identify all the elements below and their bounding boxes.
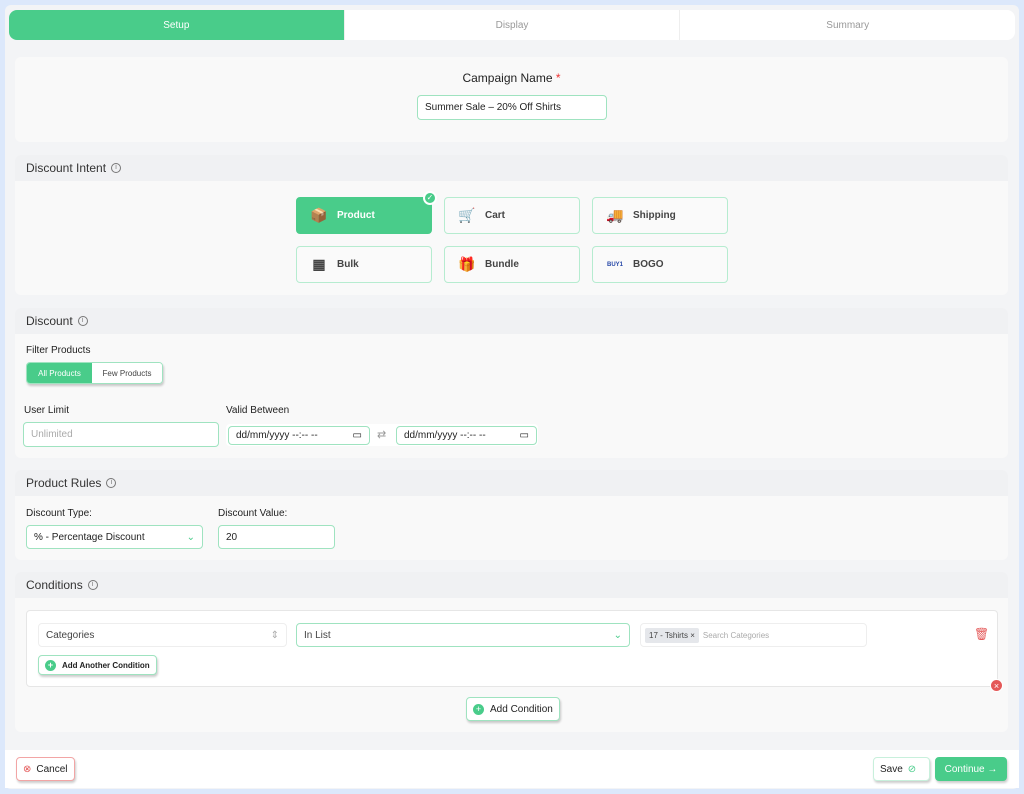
chevron-down-icon: ⌄ [613, 629, 622, 641]
add-another-condition-button[interactable]: + Add Another Condition [38, 655, 157, 675]
intent-options: 📦 Product 🛒 Cart 🚚 Shipping ▦ Bulk 🎁 Bundle BUY1 BO… [296, 197, 728, 283]
sort-arrows-icon: ⇕ [270, 629, 279, 641]
tab-display[interactable]: Display [345, 10, 681, 40]
condition-operator-value: In List [304, 629, 331, 641]
date-placeholder: dd/mm/yyyy --:-- -- [404, 430, 486, 441]
calendar-icon[interactable]: ▭ [352, 430, 362, 441]
all-products-option[interactable]: All Products [27, 363, 92, 383]
condition-field-select[interactable]: Categories ⇕ [38, 623, 287, 647]
valid-between-label: Valid Between [226, 405, 290, 416]
campaign-card: Campaign Name * Summer Sale – 20% Off Sh… [15, 57, 1008, 142]
user-limit-label: User Limit [24, 405, 70, 416]
search-categories-input[interactable]: Search Categories [702, 630, 770, 640]
button-label: Cancel [36, 763, 68, 775]
condition-group: Categories ⇕ In List ⌄ 17 - Tshirts × Sear… [26, 610, 998, 687]
user-limit-input[interactable]: Unlimited [23, 422, 219, 447]
campaign-name-label: Campaign Name * [15, 71, 1008, 85]
discount-value-input[interactable]: 20 [218, 525, 335, 549]
selected-check-icon: ✓ [423, 191, 437, 205]
swap-arrows-icon: ⇄ [377, 429, 387, 441]
remove-group-icon[interactable]: × [990, 679, 1003, 692]
condition-operator-select[interactable]: In List ⌄ [296, 623, 630, 647]
section-header: Product Rules i [15, 470, 1008, 496]
condition-field-value: Categories [46, 629, 95, 641]
intent-option-label: BOGO [633, 259, 664, 270]
package-box-icon: 📦 [310, 207, 328, 223]
intent-option-bogo[interactable]: BUY1 BOGO [592, 246, 728, 283]
delivery-truck-icon: 🚚 [606, 207, 624, 223]
conditions-section: Conditions i Categories ⇕ In List ⌄ 17 - Ts… [15, 572, 1008, 732]
intent-option-label: Bundle [485, 259, 519, 270]
plus-circle-icon: + [473, 703, 484, 715]
few-products-option[interactable]: Few Products [92, 363, 162, 383]
required-marker: * [555, 71, 561, 85]
discount-type-select[interactable]: % - Percentage Discount ⌄ [26, 525, 203, 549]
button-label: Add Another Condition [62, 660, 150, 670]
section-header: Discount Intent i [15, 155, 1008, 181]
intent-option-label: Bulk [337, 259, 359, 270]
save-button[interactable]: Save ⊘ [873, 757, 930, 781]
intent-option-bulk[interactable]: ▦ Bulk [296, 246, 432, 283]
footer-bar: ⊗ Cancel Save ⊘ Continue → [5, 750, 1019, 788]
intent-option-bundle[interactable]: 🎁 Bundle [444, 246, 580, 283]
section-title: Product Rules [26, 476, 102, 490]
remove-tag-icon[interactable]: × [690, 630, 695, 640]
step-tabs: Setup Display Summary [9, 10, 1015, 40]
trash-icon[interactable]: 🗑 [974, 627, 990, 641]
valid-from-input[interactable]: dd/mm/yyyy --:-- -- ▭ [228, 426, 370, 445]
continue-button[interactable]: Continue → [935, 757, 1007, 781]
tab-summary[interactable]: Summary [826, 19, 870, 31]
campaign-name-input[interactable]: Summer Sale – 20% Off Shirts [417, 95, 607, 120]
button-label: Save [880, 763, 903, 775]
cancel-button[interactable]: ⊗ Cancel [16, 757, 75, 781]
campaign-label-text: Campaign Name [462, 71, 553, 85]
chevron-down-icon: ⌄ [186, 531, 195, 543]
add-condition-button[interactable]: + Add Condition [466, 697, 560, 721]
tab-setup[interactable]: Setup [9, 10, 345, 40]
section-title: Conditions [26, 578, 83, 592]
intent-option-product[interactable]: 📦 Product [296, 197, 432, 234]
section-title: Discount Intent [26, 161, 107, 175]
intent-option-shipping[interactable]: 🚚 Shipping [592, 197, 728, 234]
info-icon[interactable]: i [77, 316, 88, 326]
section-header: Conditions i [15, 572, 1008, 598]
shopping-cart-icon: 🛒 [458, 207, 476, 223]
discount-value-label: Discount Value: [218, 508, 288, 519]
cancel-circle-icon: ⊗ [23, 763, 32, 775]
intent-option-label: Product [337, 210, 375, 221]
discount-type-label: Discount Type: [26, 508, 92, 519]
valid-to-input[interactable]: dd/mm/yyyy --:-- -- ▭ [396, 426, 537, 445]
buy-get-one-icon: BUY1 [606, 261, 623, 268]
intent-option-label: Shipping [633, 210, 676, 221]
button-label: Add Condition [490, 703, 553, 715]
category-tag: 17 - Tshirts × [645, 627, 699, 643]
section-header: Discount i [15, 308, 1008, 334]
filter-products-label: Filter Products [26, 345, 91, 356]
plus-circle-icon: + [45, 659, 56, 671]
product-rules-section: Product Rules i Discount Type: % - Percen… [15, 470, 1008, 560]
tag-label: 17 - Tshirts [649, 630, 688, 640]
intent-option-cart[interactable]: 🛒 Cart [444, 197, 580, 234]
discount-section: Discount i Filter Products All Products F… [15, 308, 1008, 458]
filter-products-toggle: All Products Few Products [26, 362, 163, 384]
check-circle-icon: ⊘ [907, 763, 917, 775]
date-placeholder: dd/mm/yyyy --:-- -- [236, 430, 318, 441]
info-icon[interactable]: i [111, 163, 122, 173]
intent-option-label: Cart [485, 210, 506, 221]
info-icon[interactable]: i [106, 478, 117, 488]
discount-intent-section: Discount Intent i 📦 Product 🛒 Cart 🚚 Shipping ▦… [15, 155, 1008, 295]
section-title: Discount [26, 314, 73, 328]
calendar-icon[interactable]: ▭ [519, 430, 529, 441]
discount-type-value: % - Percentage Discount [34, 531, 145, 543]
bundle-box-icon: 🎁 [458, 256, 476, 272]
stacked-boxes-icon: ▦ [312, 256, 326, 272]
categories-multiselect[interactable]: 17 - Tshirts × Search Categories [640, 623, 867, 647]
info-icon[interactable]: i [87, 580, 98, 590]
